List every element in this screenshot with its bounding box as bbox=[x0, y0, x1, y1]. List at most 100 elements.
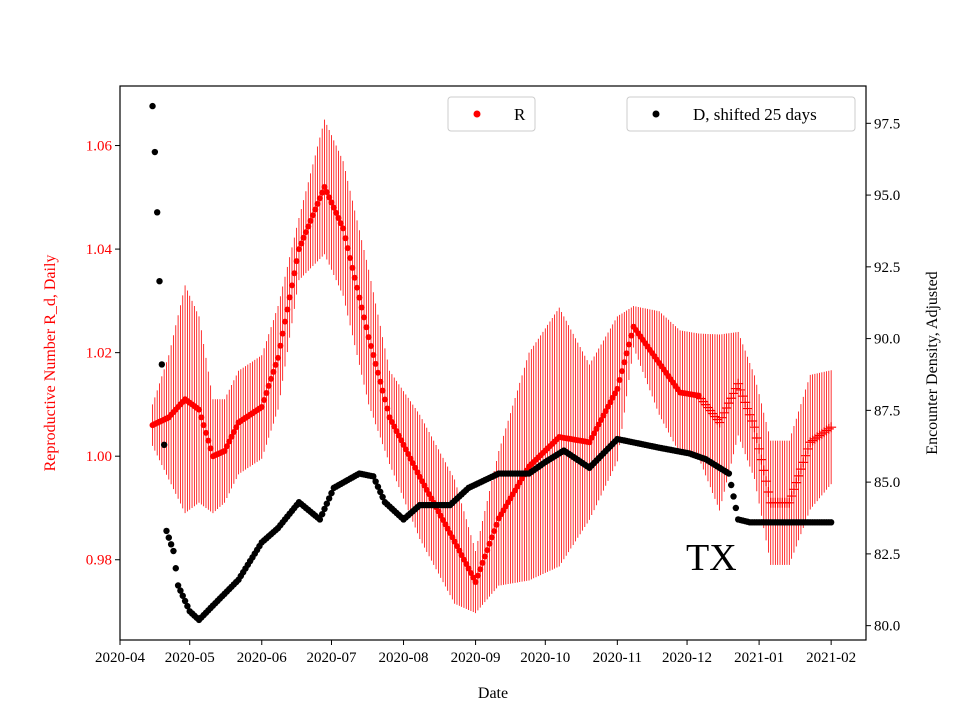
r-point bbox=[740, 397, 751, 408]
r-point bbox=[344, 245, 351, 252]
state-annotation: TX bbox=[686, 537, 737, 579]
r-point bbox=[744, 409, 755, 420]
d-point bbox=[163, 527, 170, 535]
r-point bbox=[367, 343, 374, 350]
y-left-tick-label: 1.06 bbox=[86, 139, 113, 155]
y-right-tick-label: 82.5 bbox=[874, 547, 900, 563]
d-point bbox=[165, 534, 173, 541]
y-right-tick-label: 92.5 bbox=[874, 260, 900, 276]
r-point bbox=[623, 350, 630, 357]
r-point bbox=[763, 486, 774, 497]
d-point bbox=[158, 361, 166, 368]
r-point bbox=[200, 422, 207, 429]
r-point bbox=[295, 246, 302, 253]
r-point bbox=[202, 429, 209, 436]
d-point bbox=[732, 504, 740, 512]
r-point bbox=[326, 194, 333, 201]
r-point bbox=[467, 570, 474, 577]
legend-r-marker bbox=[473, 110, 481, 118]
r-point bbox=[384, 405, 391, 412]
r-series bbox=[149, 183, 837, 586]
r-point bbox=[591, 430, 598, 437]
r-point bbox=[714, 417, 725, 428]
r-point bbox=[798, 457, 809, 468]
r-point bbox=[282, 318, 289, 325]
y-left-tick-label: 1.02 bbox=[86, 346, 112, 362]
y-axis-left: 0.98 1.00 1.02 1.04 1.06 bbox=[86, 139, 120, 569]
r-point bbox=[412, 464, 419, 471]
r-point bbox=[363, 324, 370, 331]
d-point bbox=[184, 602, 191, 610]
x-axis-label: Date bbox=[478, 685, 508, 702]
y-right-tick-label: 97.5 bbox=[874, 116, 900, 132]
d-point bbox=[174, 582, 182, 589]
r-point bbox=[330, 204, 337, 211]
r-point bbox=[451, 538, 458, 545]
r-point bbox=[309, 212, 316, 219]
r-point bbox=[265, 382, 272, 389]
y-right-tick-label: 85.0 bbox=[874, 475, 900, 491]
r-point bbox=[758, 465, 769, 476]
r-point bbox=[347, 255, 354, 262]
legend-d-marker bbox=[652, 110, 660, 118]
d-point bbox=[730, 493, 737, 500]
r-point bbox=[223, 443, 230, 450]
r-point bbox=[400, 441, 407, 448]
r-point bbox=[328, 199, 335, 206]
r-point bbox=[365, 334, 372, 341]
r-point bbox=[207, 445, 214, 452]
legend-r-label: R bbox=[514, 105, 526, 124]
r-point bbox=[605, 403, 612, 410]
r-point bbox=[695, 392, 702, 399]
r-point bbox=[272, 361, 279, 368]
r-point bbox=[395, 432, 402, 439]
r-point bbox=[488, 534, 495, 541]
r-point bbox=[319, 189, 326, 196]
r-point bbox=[747, 415, 758, 426]
r-point bbox=[275, 354, 282, 361]
d-point bbox=[181, 597, 189, 605]
r-point bbox=[414, 469, 421, 476]
x-tick-label: 2020-11 bbox=[593, 650, 642, 666]
legend-d: D, shifted 25 days bbox=[626, 96, 856, 132]
r-point bbox=[749, 422, 760, 433]
r-point bbox=[826, 422, 837, 433]
r-point bbox=[456, 547, 463, 554]
r-point bbox=[337, 220, 344, 227]
r-point bbox=[491, 528, 498, 535]
r-point bbox=[293, 258, 300, 265]
y-right-tick-label: 95.0 bbox=[874, 188, 900, 204]
d-point bbox=[149, 102, 156, 110]
r-point bbox=[493, 521, 500, 528]
r-point bbox=[407, 455, 414, 462]
r-point bbox=[474, 572, 481, 579]
r-point bbox=[823, 423, 834, 434]
r-point bbox=[486, 540, 493, 547]
r-point bbox=[802, 443, 813, 454]
r-point bbox=[628, 332, 635, 339]
r-point bbox=[600, 412, 607, 419]
x-tick-label: 2020-07 bbox=[306, 650, 356, 666]
x-tick-label: 2021-01 bbox=[734, 650, 784, 666]
r-point bbox=[268, 375, 275, 382]
r-point bbox=[377, 378, 384, 385]
r-point bbox=[228, 433, 235, 440]
r-point bbox=[261, 396, 268, 403]
x-tick-label: 2021-02 bbox=[806, 650, 856, 666]
r-point bbox=[737, 391, 748, 402]
r-point bbox=[405, 451, 412, 458]
r-point bbox=[226, 438, 233, 445]
r-point bbox=[196, 406, 203, 413]
r-point bbox=[595, 421, 602, 428]
r-point bbox=[323, 189, 330, 196]
d-point bbox=[323, 500, 331, 507]
y-right-tick-label: 90.0 bbox=[874, 332, 900, 348]
r-point bbox=[726, 393, 737, 404]
legend-r: R bbox=[447, 96, 536, 132]
r-point bbox=[398, 437, 405, 444]
x-tick-label: 2020-09 bbox=[451, 650, 501, 666]
r-point bbox=[284, 306, 291, 313]
plot-frame bbox=[119, 85, 867, 641]
d-point bbox=[318, 510, 326, 518]
r-point bbox=[298, 240, 305, 247]
